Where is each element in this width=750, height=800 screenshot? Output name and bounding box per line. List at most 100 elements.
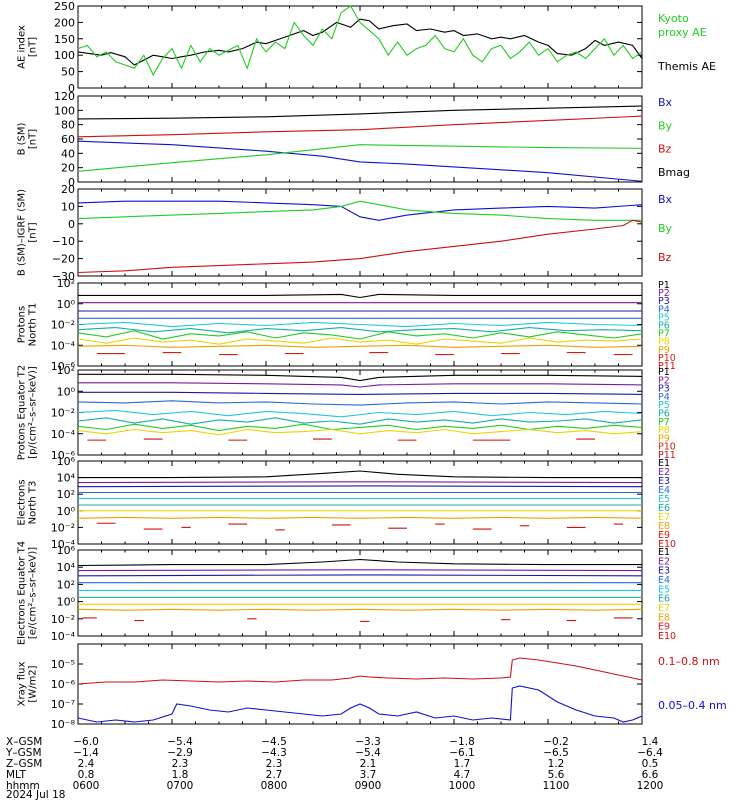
y-tick-label: 10⁻⁵ <box>51 658 75 671</box>
y-tick-label: 10⁰ <box>57 298 76 311</box>
y-tick-label: 150 <box>54 33 75 46</box>
panel-frame <box>77 460 643 545</box>
series-line <box>77 608 643 611</box>
legend-label: E4 <box>658 575 670 586</box>
series-line <box>77 5 643 77</box>
legend-label: proxy AE <box>658 26 707 39</box>
legend-label: P9 <box>658 433 670 444</box>
y-axis-title: [nT] <box>28 37 39 57</box>
x-axis-value: 2.3 <box>172 758 189 770</box>
y-axis-title: Xray flux <box>17 662 28 707</box>
panel-frame <box>77 188 643 277</box>
legend-label: Bx <box>658 193 673 206</box>
y-axis-title: [e/(cm²–s–sr–keV)] <box>28 547 39 639</box>
legend-label: E2 <box>658 467 670 478</box>
x-axis-value: −6.1 <box>449 747 475 759</box>
series-line <box>77 140 643 182</box>
x-axis-value: 1.7 <box>454 758 471 770</box>
x-axis-value: 0.5 <box>642 758 659 770</box>
x-axis-value: −5.4 <box>167 736 193 748</box>
series-line <box>78 470 642 479</box>
y-axis-title: Protons <box>17 306 28 343</box>
x-axis-value: 1000 <box>449 780 476 792</box>
x-axis-value: 1.8 <box>172 769 189 781</box>
y-tick-label: 10² <box>57 277 75 290</box>
x-axis-value: 1200 <box>637 780 664 792</box>
legend-label: P6 <box>658 409 670 420</box>
series-line <box>77 144 643 172</box>
x-axis-value: −5.4 <box>355 747 381 759</box>
y-tick-label: 10⁶ <box>57 544 76 557</box>
legend-label: P4 <box>658 304 670 315</box>
panel-7: 10⁻⁴ 10⁻² 10⁰ 10² 10⁴ 10⁶ Electrons Equator T4… <box>17 541 677 645</box>
panel-frame <box>77 549 643 637</box>
series-line <box>77 417 643 425</box>
y-tick-label: 20 <box>61 183 75 196</box>
legend-label: E4 <box>658 485 670 496</box>
legend-label: Bx <box>658 96 673 109</box>
series-line <box>77 330 643 340</box>
x-axis-value: 0700 <box>167 780 194 792</box>
legend-label: E1 <box>658 458 670 469</box>
y-axis-title: AE index <box>17 25 28 69</box>
legend-label: Bz <box>658 251 672 264</box>
x-axis-value: −2.9 <box>167 747 193 759</box>
y-tick-label: 10⁻⁶ <box>51 678 76 691</box>
legend-label: By <box>658 222 673 235</box>
x-axis-table: X–GSM −6.0 −5.4 −4.5 −3.3 −1.8 −0.2 1.4 Y–GSM −1.… <box>5 736 663 800</box>
x-axis-value: 0.8 <box>78 769 95 781</box>
y-tick-label: 200 <box>54 16 75 29</box>
series-line <box>77 516 643 519</box>
legend-label: E3 <box>658 566 670 577</box>
y-tick-label: 10² <box>57 488 75 501</box>
y-tick-label: 0 <box>68 82 75 95</box>
y-tick-label: 10⁻² <box>51 319 75 332</box>
series-line <box>77 685 643 723</box>
series-line <box>77 485 643 488</box>
x-axis-value: 0800 <box>261 780 288 792</box>
legend-label: E10 <box>658 631 676 642</box>
legend-label: P10 <box>658 442 676 453</box>
series-line <box>78 391 643 395</box>
x-axis-value: 4.7 <box>454 769 471 781</box>
legend-label: E1 <box>658 547 670 558</box>
y-tick-label: 80 <box>61 119 75 132</box>
legend-label: P11 <box>658 450 676 461</box>
x-axis-row-label: Z–GSM <box>6 758 42 770</box>
series-line <box>77 657 643 685</box>
y-tick-label: 250 <box>54 0 75 13</box>
y-tick-label: 10⁻⁷ <box>51 698 75 711</box>
x-axis-value: 6.6 <box>642 769 659 781</box>
y-tick-label: 10⁴ <box>57 472 76 485</box>
y-tick-label: 20 <box>61 162 75 175</box>
series-line <box>77 200 643 221</box>
series-line <box>78 293 642 299</box>
x-axis-value: −4.3 <box>261 747 287 759</box>
legend-label: P7 <box>658 329 670 340</box>
series-line <box>77 574 643 577</box>
x-axis-value: 0900 <box>355 780 382 792</box>
y-tick-label: 10⁻⁶ <box>51 360 76 373</box>
x-axis-value: 2.3 <box>266 758 283 770</box>
legend-label: By <box>658 119 673 132</box>
y-tick-label: −30 <box>52 270 75 283</box>
y-tick-label: 10⁴ <box>57 561 76 574</box>
y-axis-title: North T1 <box>28 303 39 347</box>
x-axis-row-label: hhmm <box>6 780 40 792</box>
legend-label: P2 <box>658 288 670 299</box>
y-axis-title: Electrons <box>17 479 28 525</box>
legend-label: P5 <box>658 312 670 323</box>
legend-label: Kyoto <box>658 12 689 25</box>
legend-label: P1 <box>658 280 670 291</box>
panel-frame <box>77 5 643 89</box>
x-axis-row-label: X–GSM <box>6 736 42 748</box>
legend-label: E5 <box>658 584 670 595</box>
series-line <box>78 373 643 382</box>
x-axis-value: 2.1 <box>360 758 377 770</box>
series-line <box>77 219 643 274</box>
series-line <box>77 337 643 345</box>
y-tick-label: 120 <box>54 90 75 103</box>
